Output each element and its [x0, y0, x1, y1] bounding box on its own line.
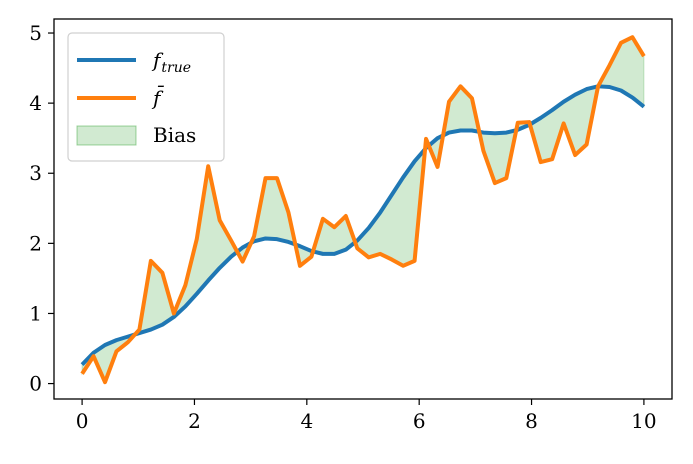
y-tick-label: 1	[29, 301, 42, 325]
legend-label: Bias	[153, 123, 196, 147]
y-tick-label: 2	[29, 231, 42, 255]
x-tick-label: 10	[631, 409, 656, 433]
axes-frame	[53, 18, 673, 400]
x-tick-label: 4	[300, 409, 313, 433]
series-line-f-bar	[80, 35, 646, 385]
y-tick-label: 4	[29, 91, 42, 115]
y-tick-label: 0	[29, 372, 42, 396]
legend-swatch-bias	[76, 125, 137, 146]
plot-area	[80, 35, 646, 385]
axes: 0 2 4 6 8 10 0 1 2 3 4 5	[29, 18, 673, 433]
y-tick-label: 3	[29, 161, 42, 185]
x-tick-label: 8	[525, 409, 538, 433]
y-tick-label: 5	[29, 21, 42, 45]
series-line-f-true	[80, 84, 646, 367]
x-tick-label: 0	[76, 409, 89, 433]
legend-label: ftrue	[151, 48, 191, 76]
legend-box	[67, 32, 225, 162]
x-tick-label: 2	[188, 409, 201, 433]
x-tick-label: 6	[413, 409, 426, 433]
